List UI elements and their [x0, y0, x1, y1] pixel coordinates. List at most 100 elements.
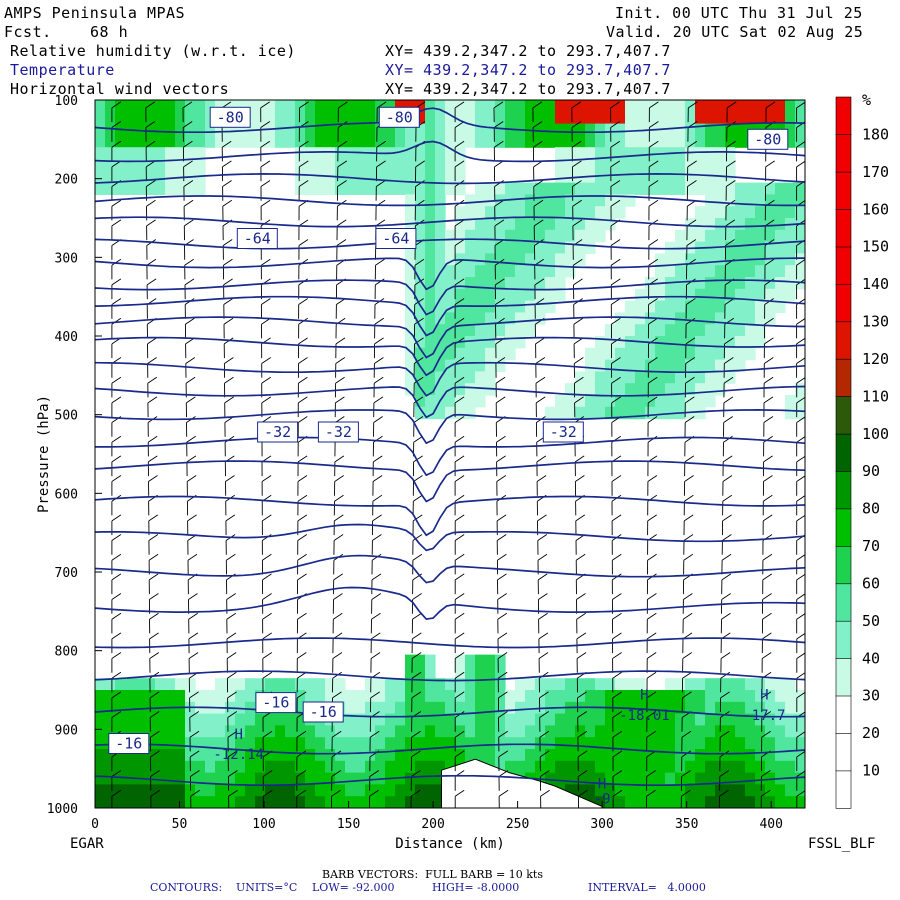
- rh-fill-cell: [375, 796, 386, 808]
- rh-fill-cell: [515, 336, 526, 349]
- rh-fill-cell: [145, 100, 156, 113]
- rh-fill-cell: [385, 796, 396, 808]
- rh-fill-cell: [425, 725, 436, 738]
- rh-fill-cell: [625, 123, 636, 136]
- rh-fill-cell: [755, 737, 766, 750]
- rh-fill-cell: [405, 265, 416, 278]
- rh-fill-cell: [665, 749, 676, 762]
- rh-fill-cell: [635, 784, 646, 797]
- rh-fill-cell: [795, 206, 805, 219]
- rh-fill-cell: [155, 170, 166, 184]
- rh-fill-cell: [245, 100, 256, 113]
- rh-fill-cell: [145, 159, 156, 172]
- humidity-fill-layer: [95, 100, 805, 808]
- rh-fill-cell: [775, 194, 786, 207]
- rh-fill-cell: [475, 241, 486, 254]
- rh-fill-cell: [705, 277, 716, 290]
- rh-fill-cell: [195, 159, 206, 172]
- rh-fill-cell: [445, 253, 456, 266]
- rh-fill-cell: [585, 100, 596, 113]
- rh-fill-cell: [565, 713, 576, 726]
- rh-fill-cell: [655, 100, 666, 113]
- high-marker: H: [760, 687, 768, 703]
- rh-fill-cell: [745, 749, 756, 762]
- rh-fill-cell: [725, 241, 736, 254]
- rh-fill-cell: [445, 111, 456, 125]
- rh-fill-cell: [105, 690, 116, 703]
- rh-fill-cell: [765, 760, 776, 774]
- rh-fill-cell: [555, 749, 566, 762]
- rh-fill-cell: [325, 749, 336, 762]
- rh-fill-cell: [755, 288, 766, 302]
- rh-fill-cell: [415, 182, 426, 195]
- rh-fill-cell: [695, 347, 706, 361]
- rh-fill-cell: [785, 123, 796, 136]
- rh-fill-cell: [735, 265, 746, 278]
- rh-fill-cell: [735, 713, 746, 726]
- rh-fill-cell: [675, 383, 686, 396]
- rh-fill-cell: [385, 713, 396, 726]
- rh-fill-cell: [325, 159, 336, 172]
- rh-fill-cell: [485, 277, 496, 290]
- rh-fill-cell: [415, 395, 426, 408]
- rh-fill-cell: [415, 241, 426, 254]
- rh-fill-cell: [655, 359, 666, 372]
- rh-fill-cell: [775, 111, 786, 125]
- rh-fill-cell: [245, 135, 256, 148]
- rh-fill-cell: [375, 678, 386, 691]
- rh-fill-cell: [335, 111, 346, 125]
- rh-fill-cell: [285, 772, 296, 785]
- rh-fill-cell: [745, 100, 756, 113]
- rh-fill-cell: [495, 206, 506, 219]
- rh-fill-cell: [485, 182, 496, 195]
- rh-fill-cell: [425, 654, 436, 667]
- rh-fill-cell: [515, 690, 526, 703]
- rh-fill-cell: [525, 111, 536, 125]
- rh-fill-cell: [655, 300, 666, 313]
- rh-fill-cell: [195, 182, 206, 195]
- rh-fill-cell: [765, 300, 776, 313]
- rh-fill-cell: [695, 288, 706, 302]
- rh-fill-cell: [615, 725, 626, 738]
- rh-fill-cell: [395, 713, 406, 726]
- rh-fill-cell: [775, 784, 786, 797]
- rh-fill-cell: [305, 796, 316, 808]
- rh-fill-cell: [755, 206, 766, 219]
- rh-fill-cell: [705, 324, 716, 337]
- rh-fill-cell: [395, 725, 406, 738]
- rh-fill-cell: [435, 383, 446, 396]
- rh-fill-cell: [125, 701, 136, 715]
- rh-fill-cell: [675, 784, 686, 797]
- rh-fill-cell: [365, 678, 376, 691]
- rh-fill-cell: [605, 218, 616, 231]
- rh-fill-cell: [175, 772, 186, 785]
- rh-fill-cell: [745, 277, 756, 290]
- rh-fill-cell: [675, 359, 686, 372]
- rh-fill-cell: [165, 713, 176, 726]
- rh-fill-cell: [275, 100, 286, 113]
- rh-fill-cell: [705, 194, 716, 207]
- rh-fill-cell: [465, 265, 476, 278]
- rh-fill-cell: [785, 135, 796, 148]
- rh-fill-cell: [655, 713, 666, 726]
- rh-fill-cell: [165, 784, 176, 797]
- rh-fill-cell: [565, 395, 576, 408]
- rh-fill-cell: [755, 796, 766, 808]
- rh-fill-cell: [735, 312, 746, 325]
- rh-fill-cell: [755, 277, 766, 290]
- rh-fill-cell: [365, 135, 376, 148]
- rh-fill-cell: [725, 182, 736, 195]
- rh-fill-cell: [735, 194, 746, 207]
- rh-fill-cell: [535, 135, 546, 148]
- rh-fill-cell: [715, 784, 726, 797]
- rh-fill-cell: [715, 772, 726, 785]
- rh-fill-cell: [715, 277, 726, 290]
- rh-fill-cell: [205, 796, 216, 808]
- rh-fill-cell: [485, 100, 496, 113]
- rh-fill-cell: [765, 796, 776, 808]
- rh-fill-cell: [205, 737, 216, 750]
- rh-fill-cell: [195, 135, 206, 148]
- rh-fill-cell: [745, 182, 756, 195]
- high-value: -17.7: [743, 708, 785, 724]
- colorbar-segment: [835, 695, 852, 734]
